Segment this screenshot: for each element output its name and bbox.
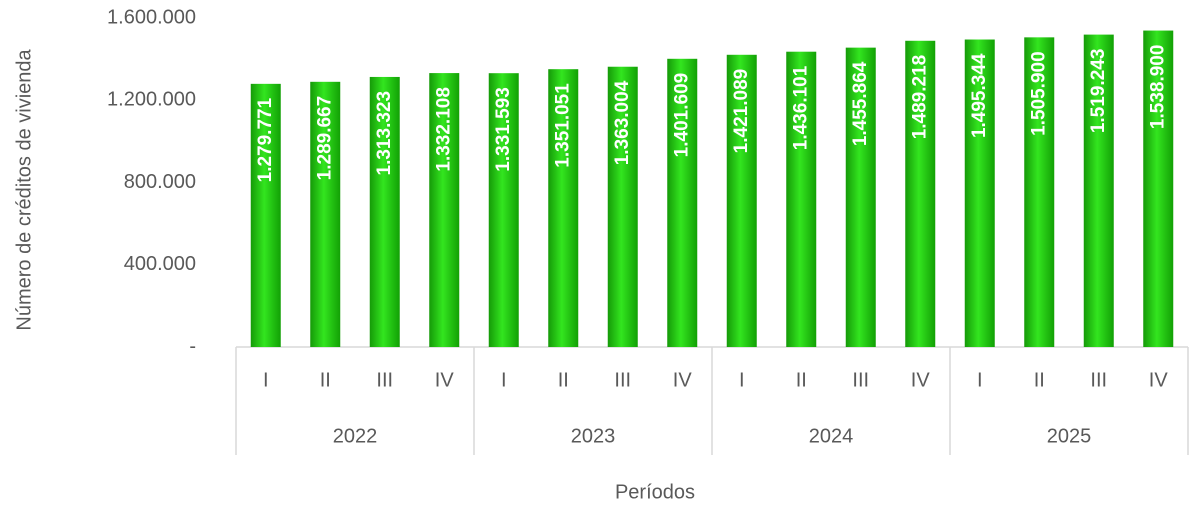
x-tick-label: III — [614, 369, 631, 391]
bar — [1083, 34, 1114, 348]
value-label: 1.505.900 — [1028, 51, 1049, 136]
y-axis-label: Número de créditos de vivienda — [13, 48, 35, 330]
y-tick-label: 1.600.000 — [107, 6, 196, 28]
value-label: 1.495.344 — [969, 53, 990, 138]
x-tick-label: II — [796, 369, 807, 391]
value-label: 1.538.900 — [1147, 45, 1168, 130]
y-tick-label: - — [189, 335, 196, 357]
y-tick-label: 800.000 — [124, 171, 196, 193]
bar — [488, 73, 519, 347]
value-label: 1.363.004 — [612, 80, 633, 165]
bar — [786, 51, 817, 348]
value-label: 1.313.323 — [374, 91, 395, 176]
bar — [1143, 30, 1174, 347]
x-tick-label: I — [739, 369, 745, 391]
value-label: 1.455.864 — [850, 61, 871, 146]
bar — [369, 76, 400, 347]
value-label: 1.421.089 — [731, 69, 752, 154]
bar — [310, 81, 341, 347]
y-tick-label: 400.000 — [124, 253, 196, 275]
x-tick-label: IV — [435, 369, 455, 391]
bar — [607, 66, 638, 347]
x-tick-label: III — [376, 369, 393, 391]
x-tick-label: IV — [911, 369, 931, 391]
value-label: 1.351.051 — [552, 83, 573, 168]
value-label: 1.332.108 — [433, 87, 454, 172]
group-label: 2022 — [333, 425, 378, 447]
y-tick-label: 1.200.000 — [107, 89, 196, 111]
x-tick-label: III — [852, 369, 869, 391]
value-label: 1.519.243 — [1088, 49, 1109, 134]
value-label: 1.331.593 — [493, 87, 514, 172]
x-tick-label: I — [263, 369, 269, 391]
x-tick-label: I — [501, 369, 507, 391]
x-axis-label: Períodos — [615, 481, 695, 503]
bar — [726, 54, 757, 347]
bar — [548, 69, 579, 348]
x-tick-label: IV — [673, 369, 693, 391]
x-tick-label: IV — [1149, 369, 1169, 391]
x-tick-label: III — [1090, 369, 1107, 391]
x-tick-label: II — [320, 369, 331, 391]
x-tick-label: I — [977, 369, 983, 391]
value-label: 1.436.101 — [790, 65, 811, 150]
group-label: 2025 — [1047, 425, 1092, 447]
group-label: 2024 — [809, 425, 854, 447]
bar — [905, 40, 936, 348]
group-label: 2023 — [571, 425, 616, 447]
bar — [964, 39, 995, 347]
x-tick-label: II — [558, 369, 569, 391]
bar — [250, 83, 281, 347]
value-label: 1.289.667 — [314, 96, 335, 181]
bar — [429, 73, 460, 347]
bar — [667, 58, 698, 347]
x-tick-label: II — [1034, 369, 1045, 391]
bar — [845, 47, 876, 347]
value-label: 1.489.218 — [909, 55, 930, 140]
bar — [1024, 37, 1055, 348]
value-label: 1.279.771 — [255, 97, 276, 182]
value-label: 1.401.609 — [671, 73, 692, 158]
